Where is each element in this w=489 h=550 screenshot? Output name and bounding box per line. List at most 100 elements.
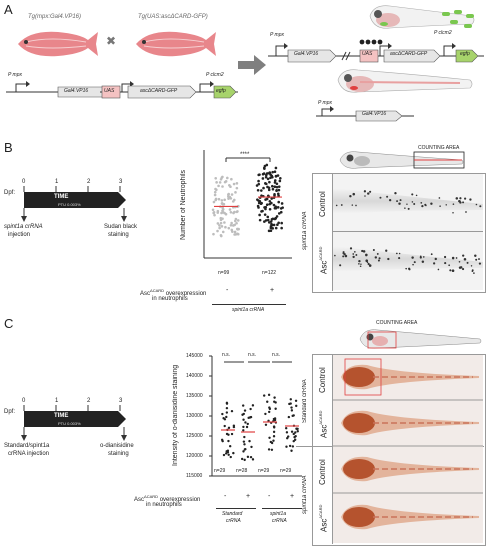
larva-head-stain — [343, 413, 375, 433]
promoter-mpx-left: P mpx — [8, 72, 22, 78]
data-point — [218, 181, 222, 184]
data-point — [236, 219, 240, 222]
data-point — [273, 185, 277, 189]
data-point — [265, 163, 269, 167]
data-point — [251, 458, 255, 461]
stain-speck — [445, 204, 447, 206]
data-point — [251, 404, 255, 407]
data-point — [221, 439, 224, 443]
data-point — [242, 412, 245, 416]
data-point — [266, 215, 270, 219]
data-point — [272, 223, 276, 227]
row-asc-c1: AscΔCARD — [318, 410, 329, 438]
data-point — [260, 210, 263, 213]
data-point — [216, 229, 219, 233]
stain-speck — [421, 204, 424, 208]
data-point — [288, 444, 292, 448]
data-point — [229, 455, 232, 459]
xgroup-c1a: Standard — [222, 511, 243, 517]
data-point — [263, 164, 267, 168]
data-point — [217, 197, 221, 201]
embryo-illustration-c — [359, 329, 482, 349]
data-point — [232, 451, 235, 455]
staining-label-b1: Sudan black — [104, 224, 138, 230]
data-point — [230, 177, 233, 181]
embryo-illustration-a2 — [337, 69, 473, 93]
data-point — [281, 206, 284, 209]
stain-speck — [364, 195, 366, 197]
stain-speck — [478, 262, 482, 265]
stain-speck — [419, 256, 422, 259]
data-point — [279, 176, 282, 180]
data-point — [289, 398, 292, 401]
data-point — [294, 431, 297, 434]
data-point — [233, 233, 236, 236]
data-point — [294, 399, 298, 402]
data-point — [257, 179, 260, 183]
stain-speck — [342, 251, 345, 254]
stain-speck — [339, 264, 342, 267]
data-point — [227, 226, 231, 230]
data-point — [223, 221, 226, 224]
data-point — [212, 232, 215, 236]
construct-gal4-bottom — [316, 106, 414, 122]
stain-speck — [463, 257, 467, 261]
stain-speck — [365, 259, 369, 263]
gene-egfp-combined: egfp — [460, 51, 470, 57]
overexpression-label-c: AscΔCARD overexpression — [134, 494, 201, 503]
sign-c1: - — [224, 493, 227, 500]
data-point — [273, 192, 276, 196]
panel-label-a: A — [4, 2, 13, 17]
stain-speck — [458, 200, 461, 203]
data-point — [280, 221, 283, 225]
scatter-c — [209, 355, 302, 477]
microscopy-images-b — [333, 174, 483, 290]
data-point — [264, 198, 267, 201]
stain-speck — [461, 267, 465, 271]
data-point — [221, 412, 224, 416]
stain-speck — [358, 259, 361, 263]
stain-speck — [415, 194, 418, 197]
side-label-b: spint1a crRNA — [302, 211, 308, 251]
stain-speck — [396, 200, 398, 203]
stain-speck — [458, 260, 461, 263]
data-point — [280, 226, 283, 230]
counting-area-c: COUNTING AREA — [376, 320, 418, 326]
data-point — [218, 226, 221, 230]
data-point — [236, 228, 240, 231]
data-point — [272, 439, 275, 442]
injection-label-b1: spint1a crRNA — [4, 224, 43, 230]
row-control-b: Control — [318, 191, 327, 217]
data-point — [223, 418, 227, 421]
data-point — [248, 439, 251, 443]
counting-area-b: COUNTING AREA — [418, 145, 460, 151]
data-point — [274, 205, 278, 208]
data-point — [266, 218, 270, 222]
data-point — [264, 219, 268, 222]
stain-speck — [395, 252, 398, 255]
data-point — [290, 430, 294, 433]
stain-speck — [451, 256, 455, 260]
stain-speck — [358, 263, 360, 265]
stain-speck — [342, 252, 344, 255]
data-point — [284, 426, 288, 430]
data-point — [243, 443, 246, 446]
data-point — [216, 222, 220, 225]
larva-head-stain — [343, 459, 375, 479]
dpf-label-b: Dpf: — [4, 190, 16, 196]
tick-3-c: 3 — [119, 398, 123, 404]
stain-speck — [469, 198, 472, 201]
data-point — [227, 439, 230, 443]
data-point — [231, 200, 235, 203]
significance-b: **** — [240, 152, 250, 158]
data-point — [272, 435, 276, 438]
data-point — [230, 409, 234, 413]
stain-speck — [449, 269, 452, 272]
data-point — [221, 207, 225, 211]
data-point — [268, 199, 272, 203]
data-point — [268, 407, 272, 411]
promoter-mpx-combined: P mpx — [270, 32, 284, 38]
data-point — [271, 170, 274, 174]
stain-speck — [452, 212, 454, 214]
data-point — [218, 224, 221, 227]
